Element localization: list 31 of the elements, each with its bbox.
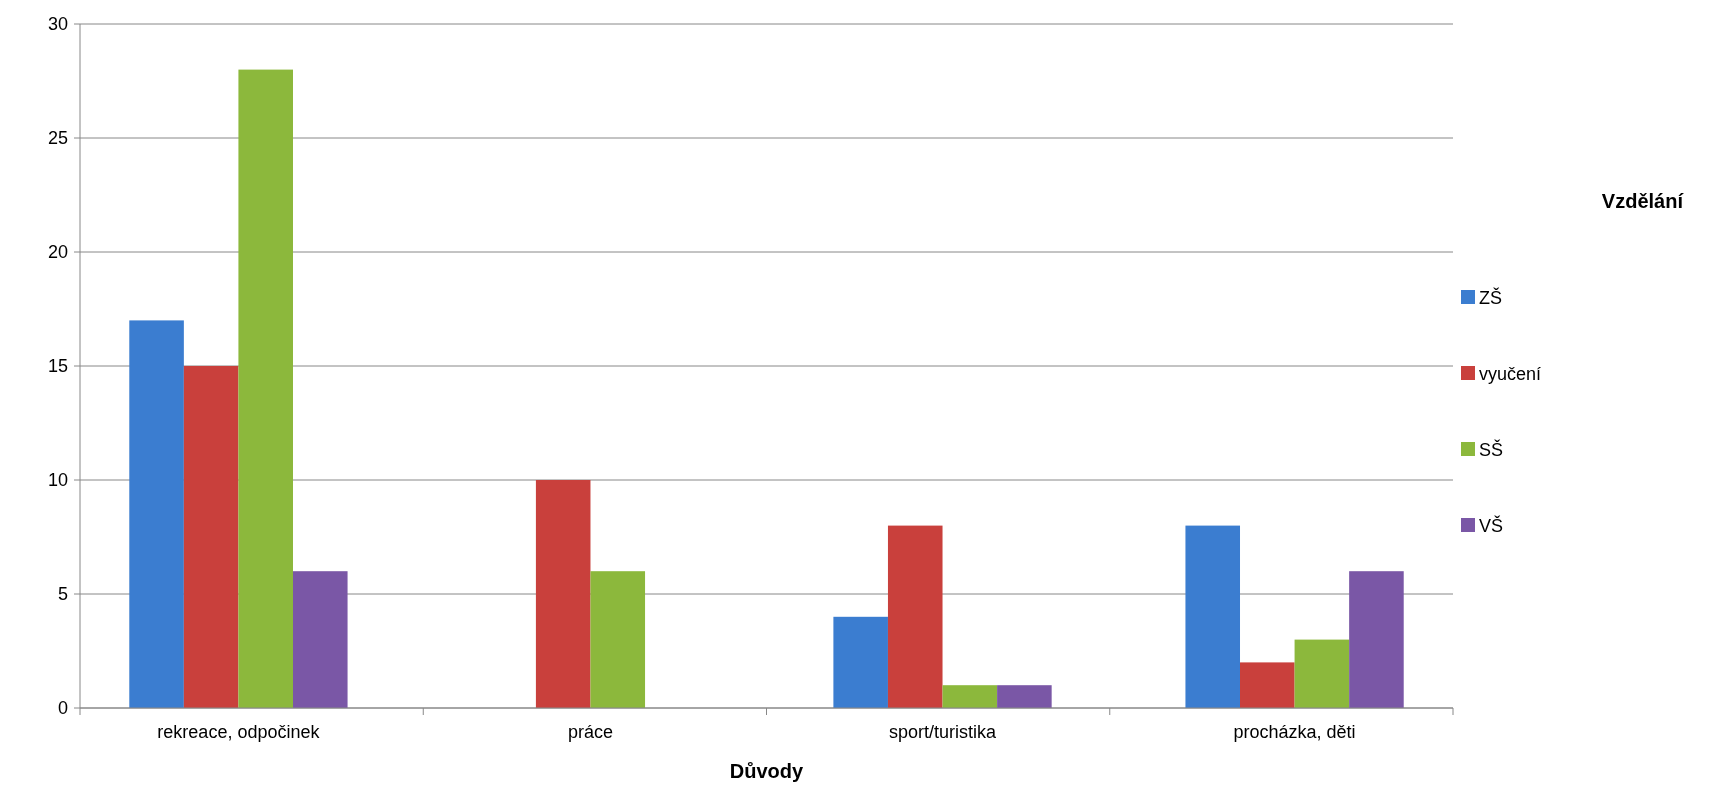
x-axis-title: Důvody <box>729 760 805 782</box>
x-tick-label: sport/turistika <box>889 722 998 742</box>
x-tick-label: procházka, děti <box>1233 722 1356 742</box>
bar <box>1349 571 1404 708</box>
bar <box>129 320 184 708</box>
x-tick-label: práce <box>567 722 613 742</box>
bar <box>942 685 998 708</box>
bar <box>887 525 943 708</box>
legend-label: SŠ <box>1479 439 1504 461</box>
bar <box>238 69 293 708</box>
y-tick-label: 20 <box>47 242 68 263</box>
bar <box>1240 662 1295 708</box>
bar <box>183 366 239 708</box>
bar <box>292 571 348 708</box>
y-tick-label: 0 <box>57 698 68 719</box>
legend-label: ZŠ <box>1479 287 1503 309</box>
y-tick-label: 30 <box>47 14 68 35</box>
bar <box>590 571 646 708</box>
y-tick-label: 15 <box>47 356 68 377</box>
bar <box>997 685 1052 708</box>
bar <box>1294 639 1350 708</box>
y-tick-label: 25 <box>47 128 68 149</box>
bar <box>535 480 591 708</box>
legend-label: vyučení <box>1479 364 1542 385</box>
bar <box>1185 525 1241 708</box>
legend-label: VŠ <box>1479 515 1504 537</box>
y-tick-label: 5 <box>57 584 68 605</box>
bar <box>833 616 888 708</box>
y-tick-label: 10 <box>47 470 68 491</box>
legend-title: Vzdělání <box>1601 190 1685 212</box>
x-tick-label: rekreace, odpočinek <box>157 722 321 742</box>
